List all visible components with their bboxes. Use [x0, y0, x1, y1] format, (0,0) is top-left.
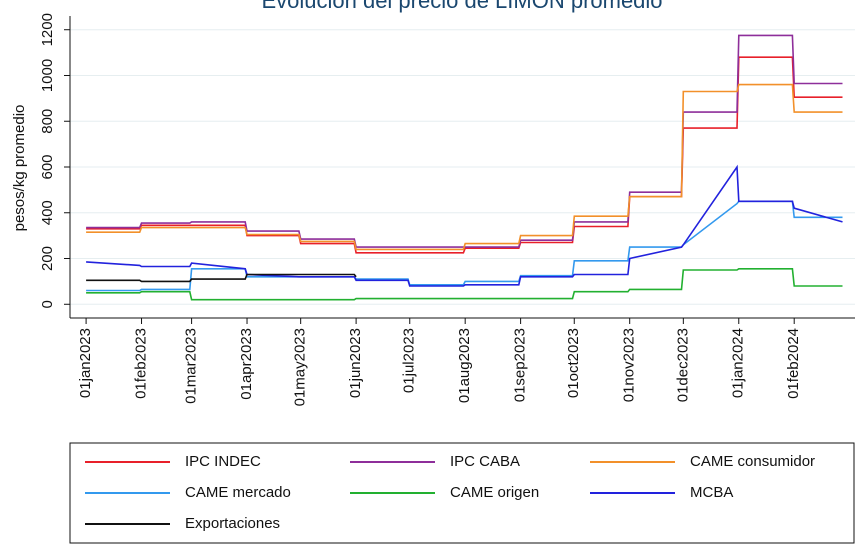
x-tick-label: 01jul2023: [401, 328, 418, 393]
y-tick-label: 0: [39, 300, 56, 308]
x-tick-label: 01aug2023: [456, 328, 473, 403]
series-line: [86, 273, 357, 283]
x-tick-label: 01feb2024: [785, 328, 802, 399]
x-tick-label: 01jan2024: [730, 328, 747, 398]
legend-label: CAME consumidor: [690, 453, 815, 470]
y-tick-label: 1000: [39, 59, 56, 92]
legend-label: CAME mercado: [185, 484, 291, 501]
chart-title: Evolución del precio de LIMÓN promedio: [261, 0, 662, 13]
series-line: [86, 268, 843, 301]
y-axis-label: pesos/kg promedio: [11, 105, 28, 232]
y-tick-label: 400: [39, 200, 56, 225]
y-tick-label: 200: [39, 246, 56, 271]
x-tick-label: 01oct2023: [565, 328, 582, 398]
series-line: [86, 83, 843, 251]
series-line: [86, 200, 843, 292]
y-tick-label: 600: [39, 154, 56, 179]
legend-box: [69, 442, 855, 544]
x-tick-label: 01sep2023: [512, 328, 529, 402]
x-tick-label: 01apr2023: [238, 328, 255, 400]
legend-label: IPC INDEC: [185, 453, 261, 470]
legend-label: CAME origen: [450, 484, 539, 501]
x-tick-label: 01jan2023: [77, 328, 94, 398]
x-tick-label: 01may2023: [292, 328, 309, 406]
y-tick-label: 1200: [39, 13, 56, 46]
series-line: [86, 164, 843, 287]
legend-label: Exportaciones: [185, 515, 280, 532]
legend-label: MCBA: [690, 484, 733, 501]
series-line: [86, 56, 843, 254]
x-tick-label: 01nov2023: [621, 328, 638, 402]
legend-label: IPC CABA: [450, 453, 520, 470]
series-line: [86, 34, 843, 248]
x-tick-label: 01mar2023: [183, 328, 200, 404]
x-tick-label: 01jun2023: [347, 328, 364, 398]
x-tick-label: 01dec2023: [674, 328, 691, 402]
x-tick-label: 01feb2023: [132, 328, 149, 399]
y-tick-label: 800: [39, 109, 56, 134]
